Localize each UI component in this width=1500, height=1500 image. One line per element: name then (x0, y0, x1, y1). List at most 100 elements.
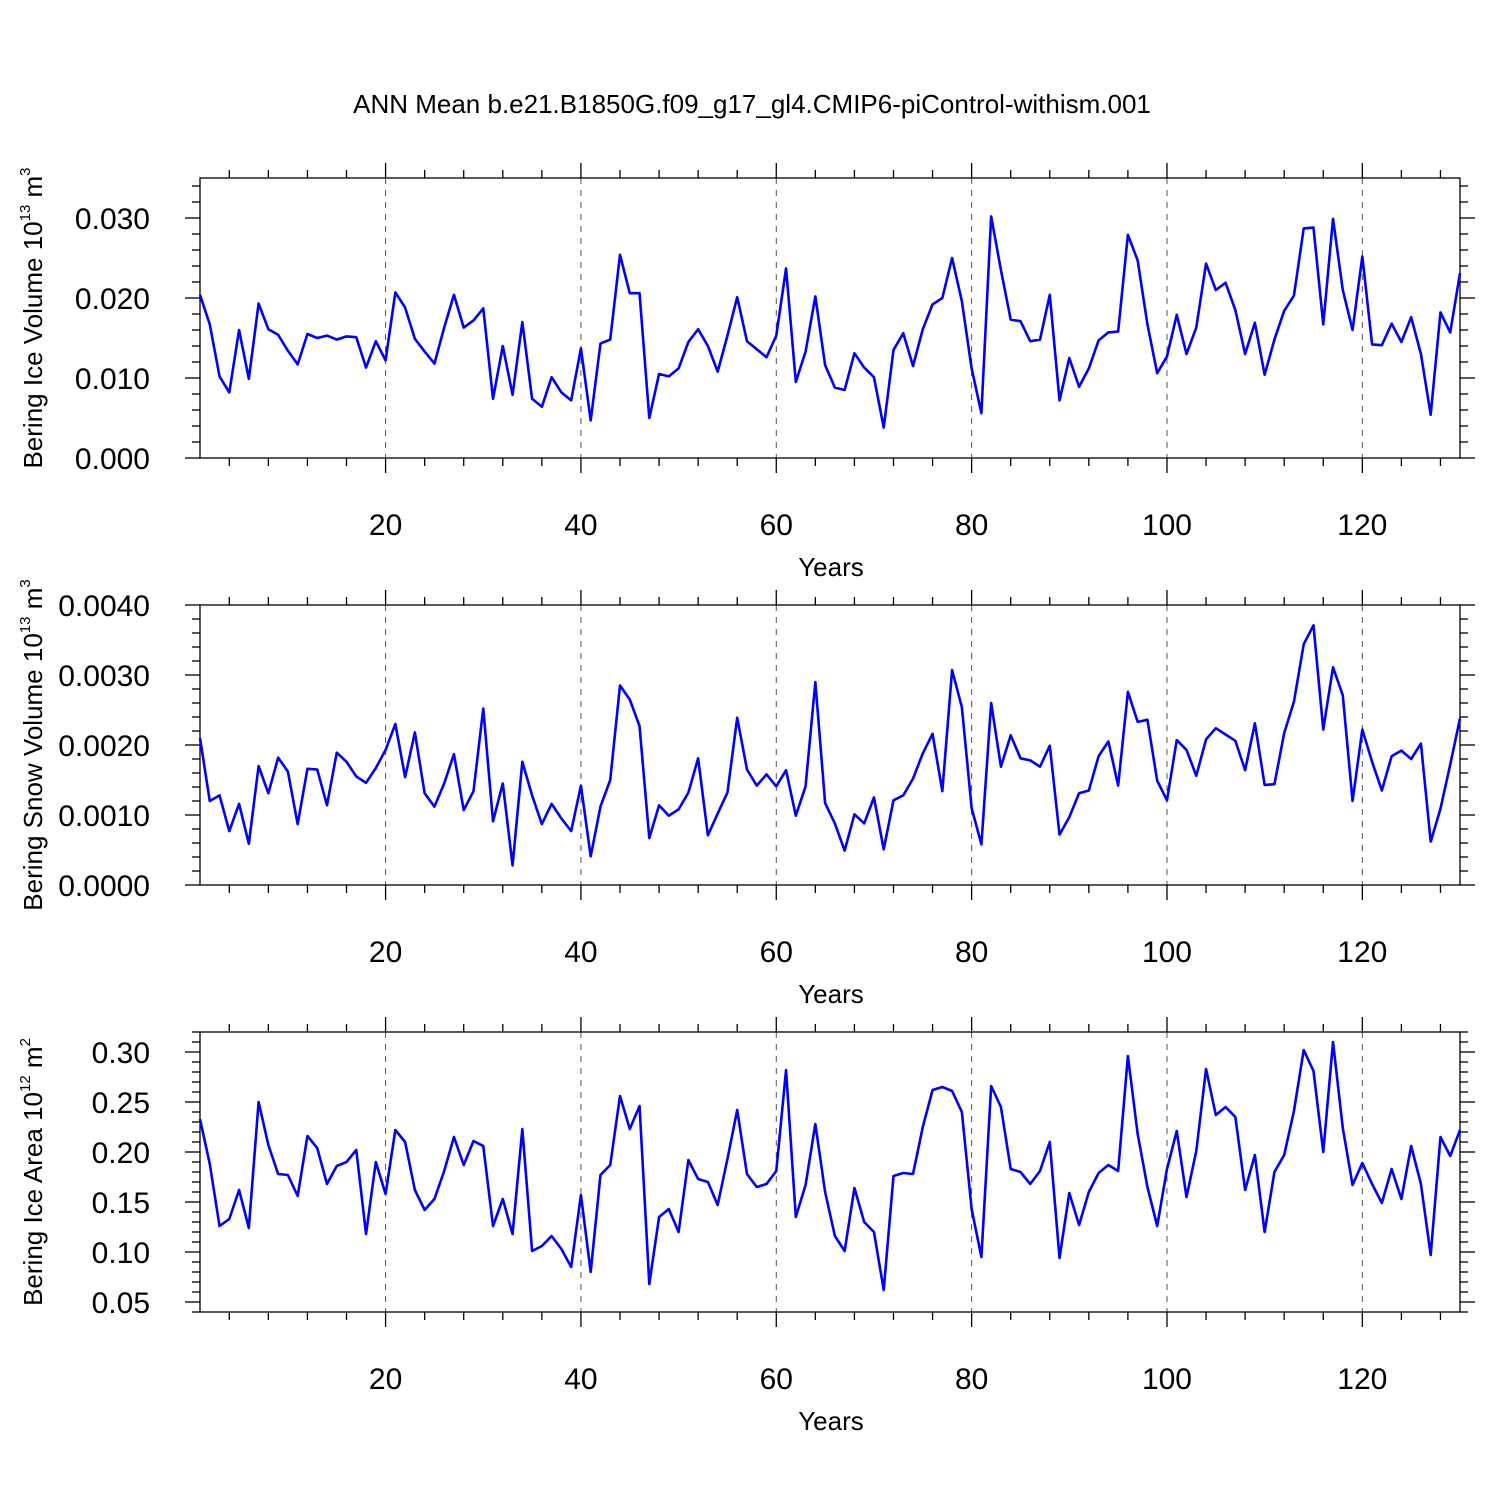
data-point (795, 815, 797, 817)
data-point (560, 391, 562, 393)
data-point (1215, 727, 1217, 729)
chart-panel-1: 20 40 60 80 100 120 0.000 0.010 0.020 0.030 Years B… (17, 163, 1475, 582)
data-point (775, 785, 777, 787)
data-point (629, 292, 631, 294)
data-point (511, 1233, 514, 1235)
y-axis-label-part: m (18, 588, 48, 617)
data-point (267, 792, 269, 794)
chart-title: ANN Mean b.e21.B1850G.f09_g17_gl4.CMIP6-… (353, 89, 1151, 119)
data-point (834, 1235, 836, 1237)
data-point (804, 1184, 807, 1186)
data-point (648, 837, 650, 839)
data-point (531, 398, 533, 400)
data-point (834, 822, 836, 825)
data-point (384, 749, 387, 751)
data-point (971, 807, 973, 809)
data-point (863, 367, 865, 369)
data-point (980, 843, 982, 846)
data-point (248, 843, 250, 845)
data-point (1234, 309, 1236, 311)
y-tick-label: 0.30 (92, 1037, 150, 1070)
data-point (1215, 289, 1217, 291)
plot-frame (199, 177, 1461, 459)
data-point (375, 340, 377, 342)
data-point (1156, 780, 1158, 782)
data-point (492, 1225, 494, 1227)
data-point (1381, 789, 1383, 792)
data-point (209, 323, 211, 325)
data-point (1088, 789, 1090, 792)
series-line (198, 1040, 1462, 1292)
data-point (404, 776, 406, 778)
data-point (424, 792, 426, 794)
data-point (1449, 331, 1451, 333)
data-point (863, 822, 865, 825)
data-point (1058, 399, 1061, 401)
x-tick-label: 20 (369, 509, 402, 542)
data-point (590, 419, 592, 421)
data-point (775, 335, 777, 337)
x-tick-label: 60 (760, 1363, 793, 1396)
data-point (599, 806, 602, 808)
data-point (1098, 755, 1100, 757)
data-point (209, 1163, 211, 1165)
data-point (521, 761, 523, 763)
data-point (619, 684, 621, 687)
data-point (804, 351, 807, 353)
data-point (971, 1208, 973, 1210)
data-point (570, 830, 572, 832)
data-point (726, 335, 729, 337)
data-point (1078, 386, 1080, 388)
y-tick-label: 0.15 (92, 1187, 150, 1220)
data-point (1176, 739, 1178, 741)
x-tick-label: 80 (955, 509, 988, 542)
data-point (1420, 1183, 1422, 1185)
data-point (1224, 282, 1227, 284)
data-point (902, 1172, 904, 1174)
data-point (433, 363, 436, 365)
data-point (678, 1231, 680, 1233)
data-point (306, 1135, 309, 1137)
data-point (326, 1183, 328, 1185)
data-point (1088, 367, 1090, 369)
data-point (912, 365, 914, 367)
data-point (873, 796, 875, 799)
data-point (1391, 1168, 1393, 1170)
data-point (287, 1174, 289, 1176)
data-point (1010, 319, 1012, 321)
data-point (1273, 339, 1276, 341)
data-point (1195, 775, 1197, 777)
data-point (1137, 259, 1139, 261)
data-point (424, 1209, 426, 1211)
data-point (1166, 1168, 1168, 1170)
data-point (648, 417, 650, 419)
y-axis-label: Bering Snow Volume 1013 m3 (17, 579, 48, 910)
data-point (1332, 218, 1334, 220)
x-tick-label: 60 (760, 936, 793, 969)
data-point (883, 427, 885, 429)
x-tick-label: 40 (564, 509, 597, 542)
data-point (629, 698, 631, 701)
data-point (580, 347, 582, 349)
data-point (1439, 311, 1442, 313)
data-point (668, 1208, 670, 1210)
data-point (648, 1283, 650, 1285)
data-point (883, 1289, 885, 1291)
data-point (1293, 295, 1295, 297)
data-point (1391, 755, 1393, 757)
data-point (824, 1191, 826, 1193)
data-point (912, 778, 914, 780)
data-point (1049, 294, 1051, 296)
data-point (463, 809, 465, 811)
data-point (717, 371, 719, 373)
data-point (277, 757, 279, 759)
y-tick-label: 0.0020 (58, 730, 150, 763)
data-point (209, 800, 211, 802)
data-point (258, 303, 260, 305)
data-point (1146, 719, 1149, 721)
data-point (609, 1164, 611, 1166)
data-point (1185, 353, 1188, 355)
data-point (1322, 323, 1324, 325)
data-point (1303, 643, 1305, 645)
